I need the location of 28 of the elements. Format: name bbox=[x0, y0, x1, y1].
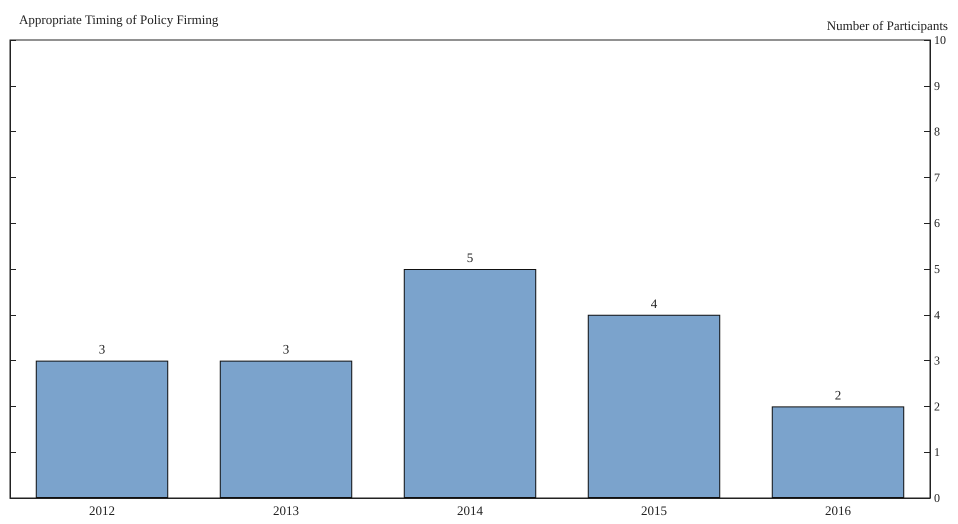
data-label: 5 bbox=[466, 250, 474, 265]
data-label: 2 bbox=[834, 387, 842, 402]
x-tick-label: 2014 bbox=[457, 503, 484, 518]
chart-title: Appropriate Timing of Policy Firming bbox=[19, 12, 219, 27]
data-label: 3 bbox=[98, 342, 106, 357]
bar bbox=[404, 269, 536, 498]
y-tick-label: 5 bbox=[934, 262, 940, 276]
y-axis-title: Number of Participants bbox=[826, 18, 948, 33]
y-tick-label: 10 bbox=[934, 33, 946, 47]
data-label: 3 bbox=[282, 342, 290, 357]
y-tick-label: 8 bbox=[934, 124, 940, 139]
x-tick-label: 2012 bbox=[89, 503, 115, 518]
y-tick-label: 7 bbox=[934, 170, 940, 184]
y-tick-label: 6 bbox=[934, 216, 940, 230]
y-tick-label: 4 bbox=[934, 308, 940, 322]
y-tick-label: 2 bbox=[934, 399, 940, 414]
bar bbox=[36, 360, 168, 498]
x-tick-label: 2013 bbox=[273, 503, 299, 518]
y-tick-label: 3 bbox=[934, 354, 940, 368]
y-tick-label: 1 bbox=[934, 445, 940, 460]
y-tick-label: 0 bbox=[934, 491, 940, 505]
bar bbox=[588, 314, 720, 498]
bar bbox=[772, 406, 904, 498]
data-label: 4 bbox=[650, 296, 658, 311]
bar bbox=[220, 360, 352, 498]
x-tick-label: 2015 bbox=[641, 503, 667, 518]
y-tick-label: 9 bbox=[934, 78, 940, 93]
x-tick-label: 2016 bbox=[825, 503, 852, 518]
